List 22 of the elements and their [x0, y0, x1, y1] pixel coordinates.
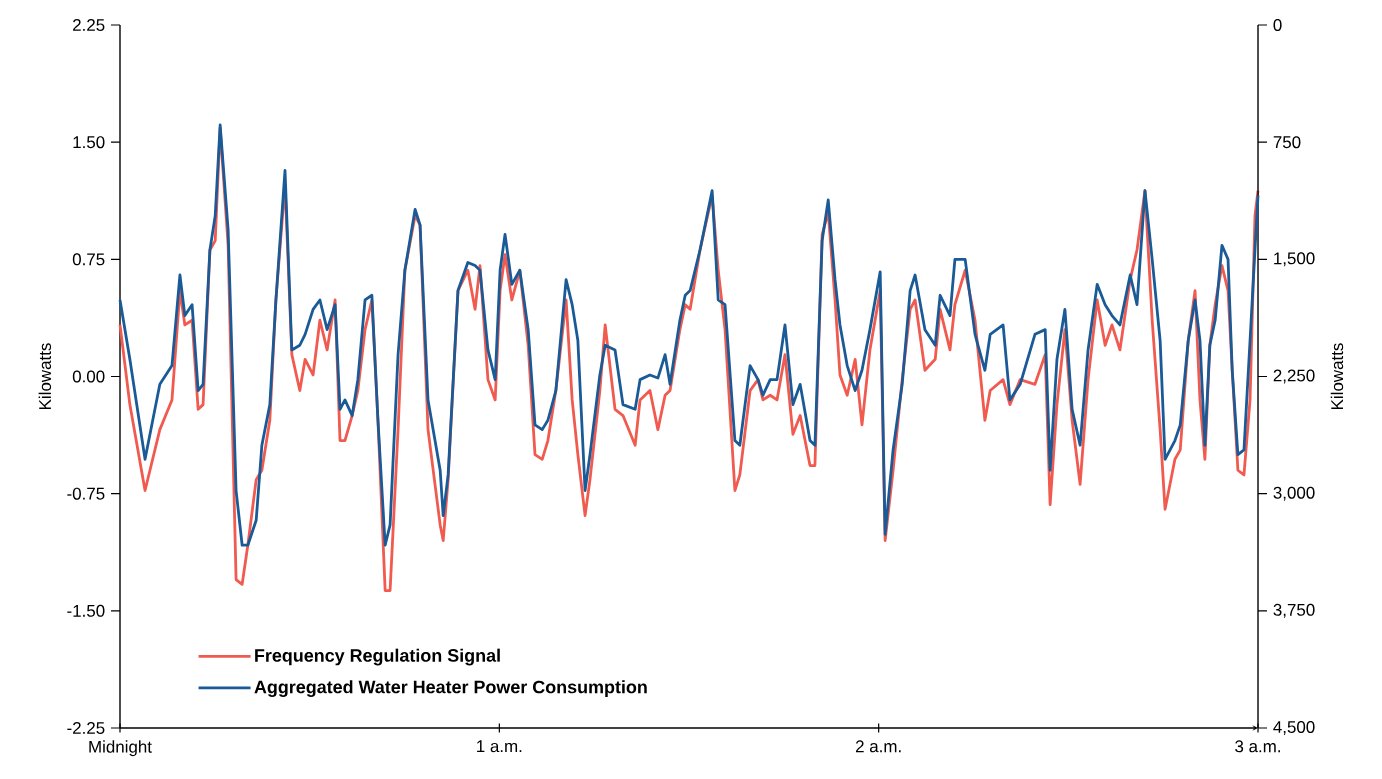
y-tick-label: 2.25 — [73, 19, 105, 31]
x-tick-label: Midnight — [89, 740, 152, 757]
x-tick-label: 3 a.m. — [1235, 740, 1280, 753]
y2-tick-label: 4,500 — [1273, 721, 1315, 736]
legend-label: Frequency Regulation Signal — [255, 648, 500, 666]
y2-tick-label: 3,000 — [1273, 486, 1315, 501]
x-tick-label: 2 a.m. — [856, 740, 901, 753]
y2-tick-label: 0 — [1273, 19, 1282, 32]
y-tick-label: 0.75 — [72, 253, 105, 266]
legend-label: Aggregated Water Heater Power Consumption — [254, 680, 647, 697]
y-tick-label: -1.50 — [67, 604, 105, 617]
y2-tick-label: 3,750 — [1273, 603, 1315, 618]
y2-axis-title: Kilowatts — [1330, 343, 1344, 409]
y2-tick-label: 1,500 — [1274, 252, 1315, 267]
x-tick-label: 1 a.m. — [477, 740, 522, 753]
y-tick-label: -2.25 — [67, 722, 105, 734]
y2-tick-label: 750 — [1273, 136, 1301, 149]
y-tick-label: 0.00 — [72, 370, 105, 383]
y-tick-label: -0.75 — [67, 487, 105, 500]
y2-tick-label: 2,250 — [1273, 369, 1315, 384]
y-tick-label: 1.50 — [73, 136, 105, 149]
y-axis-title: Kilowatts — [38, 343, 52, 409]
